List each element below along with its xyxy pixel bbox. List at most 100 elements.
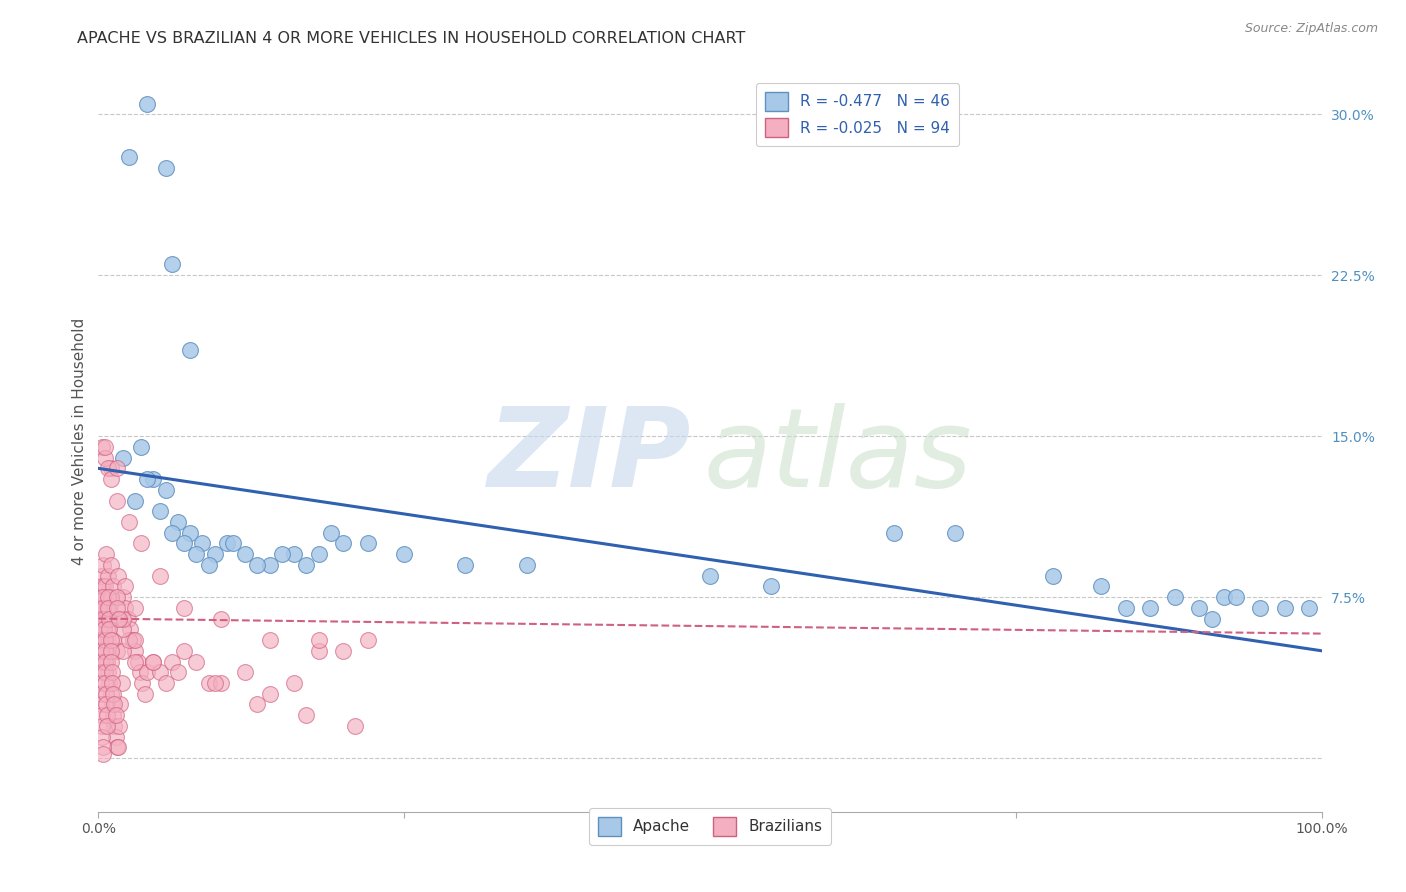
Point [186,655,208,669]
Point [100,633,122,648]
Point [97,590,120,604]
Point [96,708,118,723]
Point [90,665,112,680]
Point [104,708,127,723]
Point [101,698,124,712]
Point [93,665,115,680]
Point [167,665,190,680]
Point [197,676,219,690]
Point [105,644,128,658]
Point [270,547,294,561]
Point [259,687,281,701]
Point [91,579,114,593]
Point [111,590,134,604]
Point [121,633,143,648]
Point [155,483,177,497]
Point [136,96,159,111]
Point [179,525,201,540]
Point [110,698,132,712]
Point [699,568,721,582]
Point [136,472,159,486]
Point [1188,600,1211,615]
Point [100,687,122,701]
Point [91,708,114,723]
Point [332,644,354,658]
Point [356,536,378,550]
Point [105,740,128,755]
Point [100,655,122,669]
Point [295,708,318,723]
Point [100,558,122,572]
Point [100,590,122,604]
Point [94,547,117,561]
Point [1212,590,1234,604]
Point [124,493,146,508]
Point [131,676,153,690]
Point [204,676,226,690]
Point [173,644,195,658]
Point [101,708,124,723]
Point [129,440,152,454]
Point [124,633,146,648]
Point [90,568,112,582]
Point [91,579,114,593]
Point [124,655,146,669]
Point [90,687,112,701]
Point [100,644,122,658]
Point [259,633,281,648]
Point [93,590,115,604]
Point [96,623,118,637]
Point [93,655,115,669]
Point [90,600,112,615]
Point [91,719,114,733]
Point [1298,600,1320,615]
Point [124,644,146,658]
Point [356,633,378,648]
Point [105,493,128,508]
Point [209,676,232,690]
Y-axis label: 4 or more Vehicles in Household: 4 or more Vehicles in Household [72,318,87,566]
Point [120,623,142,637]
Point [103,698,125,712]
Point [883,525,905,540]
Point [283,547,305,561]
Point [98,611,121,625]
Point [209,611,232,625]
Point [136,665,159,680]
Point [105,611,128,625]
Point [91,600,114,615]
Point [91,611,114,625]
Point [89,644,111,658]
Point [173,536,195,550]
Point [127,655,149,669]
Point [197,558,219,572]
Text: Source: ZipAtlas.com: Source: ZipAtlas.com [1244,22,1378,36]
Point [160,655,183,669]
Point [179,343,201,358]
Point [222,536,245,550]
Point [91,611,114,625]
Point [100,590,122,604]
Point [101,633,124,648]
Point [173,600,195,615]
Point [118,633,141,648]
Point [101,676,124,690]
Point [454,558,477,572]
Point [96,600,118,615]
Point [943,525,966,540]
Point [129,536,152,550]
Point [149,568,172,582]
Point [246,558,269,572]
Point [97,665,120,680]
Point [105,590,128,604]
Point [516,558,538,572]
Point [204,547,226,561]
Point [118,515,141,529]
Point [97,633,120,648]
Point [114,600,136,615]
Point [1115,600,1137,615]
Point [101,665,124,680]
Text: ZIP: ZIP [488,403,692,510]
Point [1042,568,1064,582]
Point [186,547,208,561]
